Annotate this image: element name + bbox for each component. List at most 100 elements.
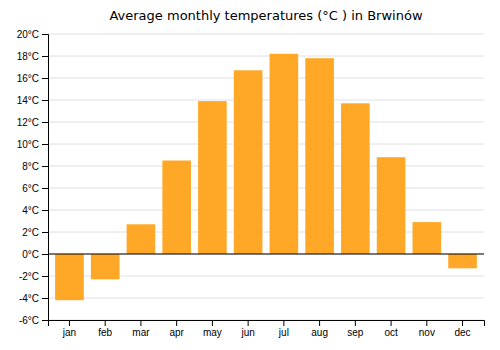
y-tick-mark xyxy=(42,232,48,233)
grid-line xyxy=(48,254,484,255)
x-tick-label: jun xyxy=(240,327,254,338)
y-tick: 16°C xyxy=(17,73,48,84)
y-tick-label: 18°C xyxy=(17,51,39,62)
grid-line xyxy=(48,144,484,145)
y-tick-label: 4°C xyxy=(22,205,39,216)
bar xyxy=(448,254,477,268)
x-tick-mark xyxy=(212,320,213,326)
x-tick: dec xyxy=(454,320,470,338)
plot: -6°C-4°C-2°C0°C2°C4°C6°C8°C10°C12°C14°C1… xyxy=(17,29,485,338)
y-tick: -2°C xyxy=(19,271,48,282)
bar xyxy=(305,58,334,254)
x-axis-line xyxy=(49,321,485,327)
x-tick: jul xyxy=(278,320,289,338)
x-tick: apr xyxy=(169,320,184,338)
grid-line xyxy=(48,188,484,189)
y-tick-mark xyxy=(42,56,48,57)
y-tick-mark xyxy=(42,210,48,211)
y-tick-label: 6°C xyxy=(22,183,39,194)
x-tick: mar xyxy=(132,320,150,338)
bar xyxy=(270,54,299,254)
y-tick-label: -6°C xyxy=(19,315,39,326)
x-tick: may xyxy=(203,320,222,338)
y-tick-mark xyxy=(42,144,48,145)
x-tick-label: dec xyxy=(454,327,470,338)
bar xyxy=(413,222,442,254)
x-tick-mark xyxy=(283,320,284,326)
bar xyxy=(341,103,370,254)
y-tick-label: -4°C xyxy=(19,293,39,304)
grid-line xyxy=(48,100,484,101)
y-tick: 12°C xyxy=(17,117,48,128)
x-tick: sep xyxy=(347,320,364,338)
grid-line xyxy=(48,122,484,123)
x-tick-label: aug xyxy=(311,327,328,338)
x-tick-mark xyxy=(176,320,177,326)
chart: Average monthly temperatures (°C ) in Br… xyxy=(0,0,500,350)
x-tick: jun xyxy=(240,320,254,338)
y-tick-label: 0°C xyxy=(22,249,39,260)
x-tick-label: apr xyxy=(169,327,184,338)
y-tick-label: 2°C xyxy=(22,227,39,238)
y-tick-label: 20°C xyxy=(17,29,39,40)
y-axis-line xyxy=(42,35,49,321)
y-tick-mark xyxy=(42,166,48,167)
y-tick: -6°C xyxy=(19,315,48,326)
bars xyxy=(55,54,477,300)
x-tick-label: feb xyxy=(98,327,112,338)
grid-line xyxy=(48,210,484,211)
x-tick-label: jan xyxy=(62,327,76,338)
bar xyxy=(377,157,406,254)
y-tick: 8°C xyxy=(22,161,48,172)
title: Average monthly temperatures (°C ) in Br… xyxy=(109,8,422,23)
y-tick-mark xyxy=(42,320,48,321)
x-tick-mark xyxy=(319,320,320,326)
x-tick: jan xyxy=(62,320,76,338)
bar xyxy=(55,254,84,300)
bar xyxy=(234,70,263,254)
y-tick: 0°C xyxy=(22,249,48,260)
bar xyxy=(127,224,156,254)
x-tick: feb xyxy=(98,320,112,338)
x-tick-mark xyxy=(69,320,70,326)
y-tick-mark xyxy=(42,276,48,277)
y-tick-label: 10°C xyxy=(17,139,39,150)
y-tick: -4°C xyxy=(19,293,48,304)
grid xyxy=(48,34,484,320)
x-tick-label: may xyxy=(203,327,222,338)
y-tick-label: -2°C xyxy=(19,271,39,282)
grid-line xyxy=(48,56,484,57)
bar xyxy=(162,161,191,255)
grid-line xyxy=(48,78,484,79)
x-tick: aug xyxy=(311,320,328,338)
y-tick-label: 8°C xyxy=(22,161,39,172)
y-tick-mark xyxy=(42,122,48,123)
y-tick: 20°C xyxy=(17,29,48,40)
y-tick-mark xyxy=(42,34,48,35)
y-tick: 4°C xyxy=(22,205,48,216)
x-tick: oct xyxy=(384,320,398,338)
y-tick-mark xyxy=(42,254,48,255)
x-tick-label: nov xyxy=(419,327,435,338)
x-tick-label: jul xyxy=(278,327,289,338)
grid-line xyxy=(48,298,484,299)
y-tick: 10°C xyxy=(17,139,48,150)
y-axis: -6°C-4°C-2°C0°C2°C4°C6°C8°C10°C12°C14°C1… xyxy=(17,29,49,326)
x-tick-label: oct xyxy=(384,327,398,338)
x-axis: jan feb mar apr may jun jul aug sep oct nov dec xyxy=(49,320,485,338)
grid-line xyxy=(48,34,484,35)
y-tick: 2°C xyxy=(22,227,48,238)
y-tick-mark xyxy=(42,188,48,189)
y-tick-label: 12°C xyxy=(17,117,39,128)
y-tick-label: 16°C xyxy=(17,73,39,84)
y-tick: 18°C xyxy=(17,51,48,62)
x-tick-mark xyxy=(426,320,427,326)
baseline xyxy=(48,254,484,255)
x-tick-mark xyxy=(248,320,249,326)
x-tick-mark xyxy=(391,320,392,326)
x-tick-mark xyxy=(355,320,356,326)
x-tick-label: sep xyxy=(347,327,364,338)
bar xyxy=(198,101,227,254)
y-tick-mark xyxy=(42,298,48,299)
grid-line xyxy=(48,166,484,167)
